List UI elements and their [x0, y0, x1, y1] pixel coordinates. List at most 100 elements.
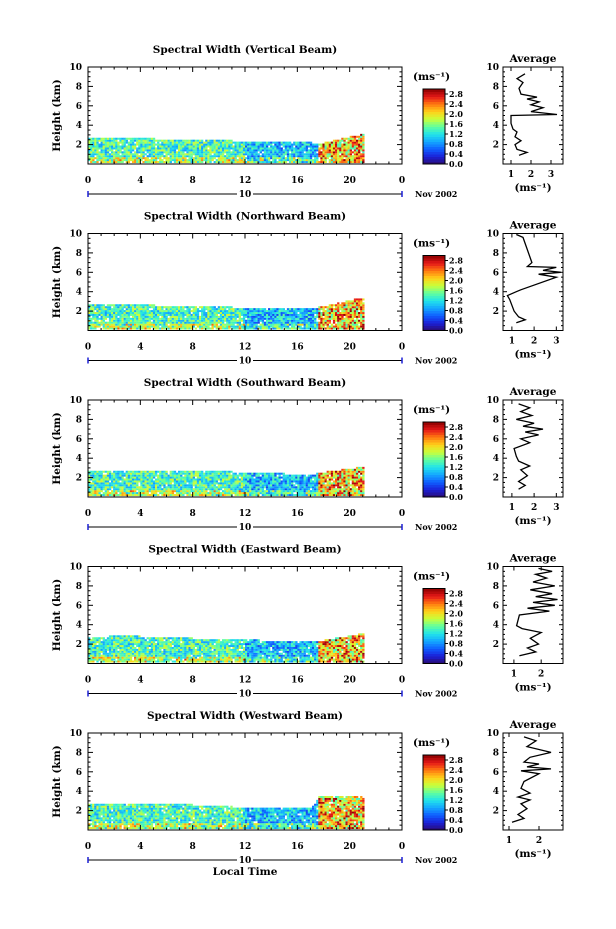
heatmap-cell: [194, 315, 198, 318]
heatmap-cell: [311, 323, 315, 326]
heatmap-cell: [165, 313, 168, 316]
heatmap-cell: [251, 312, 254, 315]
heatmap-cell: [251, 325, 254, 328]
heatmap-cell: [119, 145, 122, 148]
heatmap-cell: [343, 476, 346, 479]
heatmap-cell: [196, 325, 200, 328]
heatmap-cell: [347, 313, 350, 316]
heatmap-cell: [198, 149, 202, 152]
heatmap-cell: [94, 304, 97, 307]
heatmap-cell: [224, 155, 227, 158]
heatmap-cell: [355, 143, 359, 146]
heatmap-cell: [196, 149, 200, 152]
heatmap-cell: [226, 323, 229, 326]
heatmap-cell: [140, 147, 143, 150]
heatmap-cell: [136, 315, 139, 318]
colorbar-swatch: [423, 278, 445, 281]
heatmap-cell: [358, 315, 361, 318]
heatmap-cell: [242, 161, 246, 164]
heatmap-cell: [245, 480, 248, 483]
heatmap-cell: [209, 319, 212, 322]
heatmap-cell: [102, 488, 105, 491]
heatmap-cell: [232, 141, 235, 144]
heatmap-cell: [221, 474, 225, 477]
heatmap-cell: [337, 478, 340, 481]
heatmap-cell: [299, 310, 302, 313]
heatmap-cell: [219, 480, 223, 483]
heatmap-cell: [284, 488, 288, 491]
heatmap-cell: [211, 321, 214, 324]
heatmap-cell: [186, 494, 189, 497]
heatmap-cell: [182, 141, 185, 144]
heatmap-cell: [117, 482, 120, 485]
heatmap-cell: [299, 151, 302, 154]
heatmap-cell: [136, 472, 139, 475]
heatmap-cell: [157, 319, 160, 322]
heatmap-cell: [303, 149, 306, 152]
heatmap-cell: [360, 304, 363, 307]
heatmap-cell: [236, 323, 239, 326]
heatmap-cell: [320, 323, 323, 326]
heatmap-cell: [90, 323, 93, 326]
heatmap-cell: [211, 157, 214, 160]
heatmap-cell: [268, 143, 271, 146]
heatmap-cell: [134, 488, 137, 491]
heatmap-cell: [276, 155, 279, 158]
heatmap-cell: [236, 313, 239, 316]
heatmap-cell: [104, 315, 108, 318]
heatmap-cell: [119, 319, 122, 322]
heatmap-cell: [276, 492, 279, 495]
heatmap-cell: [106, 151, 110, 154]
heatmap-cell: [299, 159, 302, 162]
heatmap-cell: [253, 492, 256, 495]
heatmap-cell: [324, 490, 327, 493]
heatmap-cell: [94, 308, 97, 311]
heatmap-cell: [242, 492, 246, 495]
heatmap-cell: [314, 486, 317, 489]
heatmap-cell: [219, 313, 223, 316]
heatmap-cell: [322, 312, 325, 315]
heatmap-cell: [347, 304, 350, 307]
heatmap-cell: [194, 313, 198, 316]
heatmap-cell: [152, 490, 156, 493]
heatmap-cell: [293, 490, 296, 493]
heatmap-cells: [88, 133, 365, 164]
heatmap-cell: [119, 310, 122, 313]
heatmap-cell: [96, 494, 99, 497]
heatmap-cell: [188, 321, 191, 324]
heatmap-cell: [234, 484, 237, 487]
heatmap-cell: [318, 306, 321, 309]
heatmap-cell: [104, 155, 108, 158]
heatmap-cell: [125, 308, 128, 311]
heatmap-cell: [102, 304, 105, 307]
heatmap-cell: [272, 484, 275, 487]
heatmap-cell: [203, 321, 206, 324]
heatmap-cell: [148, 312, 152, 315]
heatmap-cell: [121, 157, 124, 160]
heatmap-cell: [213, 478, 216, 481]
heatmap-cell: [209, 478, 212, 481]
heatmap-cell: [205, 327, 208, 330]
heatmap-cell: [309, 494, 313, 497]
heatmap-cell: [309, 308, 313, 311]
heatmap-cell: [286, 313, 290, 316]
heatmap-cell: [98, 306, 101, 309]
heatmap-cell: [253, 494, 256, 497]
heatmap-cell: [293, 151, 296, 154]
heatmap-cell: [324, 306, 327, 309]
heatmap-cell: [257, 327, 260, 330]
heatmap-cell: [358, 137, 361, 140]
heatmap-cell: [316, 484, 319, 487]
heatmap-cell: [129, 141, 133, 144]
heatmap-cell: [92, 325, 95, 328]
heatmap-cell: [219, 486, 223, 489]
heatmap-cell: [335, 149, 338, 152]
heatmap-cell: [284, 494, 288, 497]
heatmap-cell: [207, 159, 210, 162]
heatmap-cell: [175, 492, 179, 495]
heatmap-cell: [349, 488, 352, 491]
heatmap-cell: [228, 157, 231, 160]
heatmap-cell: [92, 476, 95, 479]
heatmap-cell: [349, 306, 352, 309]
